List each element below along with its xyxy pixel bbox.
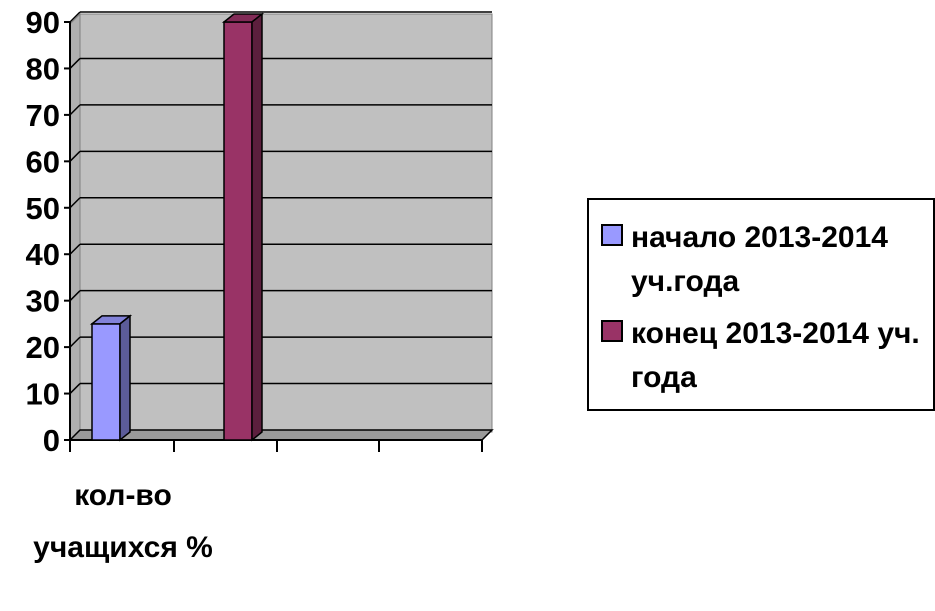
y-tick-label: 10 bbox=[26, 377, 60, 412]
legend-label-end: конец 2013-2014 уч. года bbox=[631, 317, 920, 394]
bar-1-side bbox=[251, 12, 263, 442]
gridline-depth bbox=[69, 11, 81, 23]
x-category-label: кол-во учащихся % bbox=[33, 479, 213, 564]
gridline-depth bbox=[69, 104, 81, 116]
legend-item-start: начало 2013-2014 уч.года bbox=[601, 216, 921, 304]
y-tick-label: 30 bbox=[26, 284, 60, 319]
y-tick-label: 20 bbox=[26, 330, 60, 365]
gridline-depth bbox=[69, 290, 81, 302]
y-tick-label: 40 bbox=[26, 237, 60, 272]
gridline-depth bbox=[69, 57, 81, 69]
plot-background bbox=[79, 13, 493, 433]
legend-swatch-end bbox=[601, 320, 623, 342]
bar-1-front bbox=[223, 21, 253, 441]
y-tick-label: 90 bbox=[26, 5, 60, 40]
gridline-depth bbox=[69, 336, 81, 348]
gridline-depth bbox=[69, 197, 81, 209]
y-tick-label: 70 bbox=[26, 98, 60, 133]
bar-0-side bbox=[119, 314, 131, 442]
legend-item-end: конец 2013-2014 уч. года bbox=[601, 312, 921, 400]
y-tick-label: 0 bbox=[43, 423, 60, 458]
y-tick-label: 80 bbox=[26, 51, 60, 86]
legend: начало 2013-2014 уч.года конец 2013-2014… bbox=[587, 198, 935, 411]
plot-side-wall bbox=[69, 12, 81, 442]
plot-floor bbox=[68, 429, 494, 441]
gridline-depth bbox=[69, 243, 81, 255]
gridline-depth bbox=[69, 383, 81, 395]
legend-label-start: начало 2013-2014 уч.года bbox=[631, 221, 888, 298]
y-tick-label: 50 bbox=[26, 191, 60, 226]
legend-swatch-start bbox=[601, 224, 623, 246]
bar-0-front bbox=[91, 323, 121, 441]
gridline-depth bbox=[69, 150, 81, 162]
y-tick-label: 60 bbox=[26, 144, 60, 179]
